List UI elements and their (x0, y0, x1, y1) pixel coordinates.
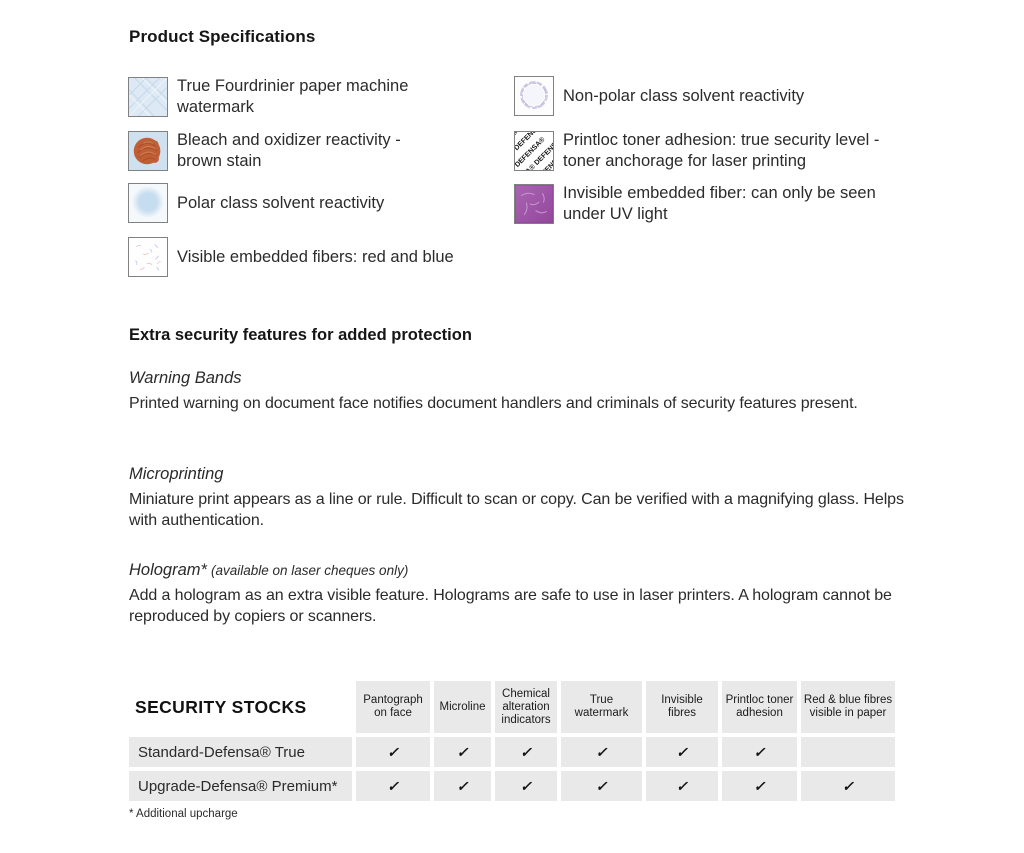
bleach-stain-image (129, 132, 167, 170)
spec-item-label: Invisible embedded fiber: can only be se… (563, 184, 876, 223)
nonpolar-solvent-swatch (514, 76, 554, 116)
spec-item-label: Visible embedded fibers: red and blue (177, 247, 454, 266)
check-cell: ✓ (434, 737, 491, 767)
printloc-defensa-image: DEFENSA® DEFENSA® DEFENSA® DEFENSA® DEFE… (515, 132, 553, 170)
column-header-printloc: Printloc toner adhesion (722, 681, 797, 733)
polar-solvent-swatch (128, 183, 168, 223)
subsection-title-text: Microprinting (129, 465, 224, 483)
page-title: Product Specifications (129, 27, 316, 46)
subsection-title-hologram: Hologram* (available on laser cheques onl… (129, 561, 408, 580)
nonpolar-solvent-image (515, 77, 553, 115)
subsection-title-text: Warning Bands (129, 369, 242, 387)
subsection-title-note: (available on laser cheques only) (210, 563, 409, 578)
spec-item-label: Polar class solvent reactivity (177, 193, 385, 212)
spec-item-label: Non-polar class solvent reactivity (563, 86, 805, 105)
subsection-body-hologram: Add a hologram as an extra visible featu… (129, 587, 892, 625)
check-cell: ✓ (561, 771, 642, 801)
subsection-title-warning-bands: Warning Bands (129, 369, 246, 388)
column-header-invisible-fibres: Invisible fibres (646, 681, 718, 733)
check-cell (801, 737, 895, 767)
check-cell: ✓ (495, 737, 557, 767)
table-title: SECURITY STOCKS (129, 681, 352, 733)
table-footnote: * Additional upcharge (129, 808, 238, 820)
column-header-microline: Microline (434, 681, 491, 733)
spec-item-visible-fibers: Visible embedded fibers: red and blue (128, 237, 517, 277)
table-row-label-standard: Standard-Defensa® True (129, 737, 352, 767)
watermark-swatch (128, 77, 168, 117)
spec-item-watermark: True Fourdrinier paper machine watermark (128, 76, 429, 118)
check-cell: ✓ (646, 771, 718, 801)
check-cell: ✓ (561, 737, 642, 767)
uv-fiber-image (515, 185, 553, 223)
subsection-title-text: Hologram* (129, 561, 207, 579)
section-heading-extra-security: Extra security features for added protec… (129, 326, 472, 344)
spec-item-label: Bleach and oxidizer reactivity - brown s… (177, 131, 401, 170)
subsection-title-microprinting: Microprinting (129, 465, 227, 484)
spec-item-label: Printloc toner adhesion: true security l… (563, 131, 880, 170)
spec-item-uv-fiber: Invisible embedded fiber: can only be se… (514, 183, 908, 225)
check-cell: ✓ (495, 771, 557, 801)
spec-item-polar-solvent: Polar class solvent reactivity (128, 183, 517, 223)
check-cell: ✓ (646, 737, 718, 767)
column-header-red-blue-fibres: Red & blue fibres visible in paper (801, 681, 895, 733)
red-blue-fibers-swatch (128, 237, 168, 277)
table-row-label-upgrade: Upgrade-Defensa® Premium* (129, 771, 352, 801)
check-cell: ✓ (356, 771, 430, 801)
spec-item-label: True Fourdrinier paper machine watermark (177, 77, 409, 116)
check-cell: ✓ (356, 737, 430, 767)
spec-item-nonpolar-solvent: Non-polar class solvent reactivity (514, 76, 893, 116)
watermark-image (129, 78, 167, 116)
subsection-body-warning-bands: Printed warning on document face notifie… (129, 395, 858, 412)
check-cell: ✓ (722, 737, 797, 767)
spec-item-bleach-stain: Bleach and oxidizer reactivity - brown s… (128, 130, 433, 172)
check-cell: ✓ (722, 771, 797, 801)
security-stocks-table: SECURITY STOCKS Pantograph on face Micro… (129, 681, 895, 801)
check-cell: ✓ (434, 771, 491, 801)
check-cell: ✓ (801, 771, 895, 801)
bleach-stain-swatch (128, 131, 168, 171)
spec-item-printloc: DEFENSA® DEFENSA® DEFENSA® DEFENSA® DEFE… (514, 130, 915, 172)
column-header-watermark: True watermark (561, 681, 642, 733)
polar-solvent-image (129, 184, 167, 222)
printloc-defensa-swatch: DEFENSA® DEFENSA® DEFENSA® DEFENSA® DEFE… (514, 131, 554, 171)
uv-fiber-swatch (514, 184, 554, 224)
column-header-chemical: Chemical alteration indicators (495, 681, 557, 733)
red-blue-fibers-image (129, 238, 167, 276)
subsection-body-microprinting: Miniature print appears as a line or rul… (129, 491, 904, 529)
column-header-pantograph: Pantograph on face (356, 681, 430, 733)
